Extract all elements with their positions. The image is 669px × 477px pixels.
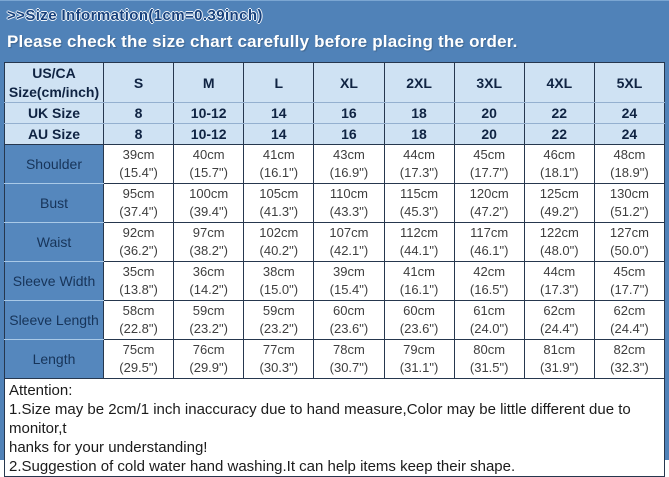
measure-value: 43cm (16.9") (313, 144, 385, 184)
measure-value: 117cm (46.1") (453, 222, 525, 262)
measure-value: 46cm (18.1") (523, 144, 595, 184)
au-size-value: 22 (523, 123, 595, 145)
measure-value: 100cm (39.4") (173, 183, 245, 223)
measure-value: 36cm (14.2") (173, 261, 245, 301)
measure-value: 60cm (23.6") (383, 300, 455, 340)
measure-value: 45cm (17.7") (593, 261, 666, 301)
banner-title: >>Size Information(1cm=0.39inch) (7, 7, 263, 24)
measure-value: 77cm (30.3") (243, 339, 315, 379)
measure-value: 125cm (49.2") (523, 183, 595, 223)
corner-header: US/CA Size(cm/inch) (4, 62, 104, 103)
measure-label: Bust (4, 183, 104, 223)
size-header-3xl: 3XL (453, 62, 525, 103)
measure-value: 82cm (32.3") (593, 339, 666, 379)
measure-label: Shoulder (4, 144, 104, 184)
measure-value: 78cm (30.7") (313, 339, 385, 379)
measure-value: 35cm (13.8") (102, 261, 175, 301)
measure-value: 44cm (17.3") (383, 144, 455, 184)
size-header-l: L (243, 62, 315, 103)
au-size-value: 14 (243, 123, 315, 145)
uk-size-label: UK Size (4, 102, 104, 124)
measure-value: 110cm (43.3") (313, 183, 385, 223)
measure-value: 59cm (23.2") (243, 300, 315, 340)
uk-size-row: UK Size 8 10-12 14 16 18 20 22 24 (4, 102, 666, 124)
measure-value: 60cm (23.6") (313, 300, 385, 340)
measure-value: 122cm (48.0") (523, 222, 595, 262)
measure-value: 62cm (24.4") (593, 300, 666, 340)
uk-size-value: 8 (102, 102, 175, 124)
measure-value: 39cm (15.4") (313, 261, 385, 301)
measure-value: 97cm (38.2") (173, 222, 245, 262)
measure-value: 59cm (23.2") (173, 300, 245, 340)
measure-value: 120cm (47.2") (453, 183, 525, 223)
size-header-s: S (102, 62, 175, 103)
measure-row-bust: Bust 95cm (37.4") 100cm (39.4") 105cm (4… (4, 183, 666, 223)
measure-value: 112cm (44.1") (383, 222, 455, 262)
uk-size-value: 10-12 (173, 102, 245, 124)
size-header-2xl: 2XL (383, 62, 455, 103)
size-header-4xl: 4XL (523, 62, 595, 103)
au-size-value: 18 (383, 123, 455, 145)
measure-value: 95cm (37.4") (102, 183, 175, 223)
uk-size-value: 22 (523, 102, 595, 124)
measure-row-shoulder: Shoulder 39cm (15.4") 40cm (15.7") 41cm … (4, 144, 666, 184)
measure-value: 80cm (31.5") (453, 339, 525, 379)
size-header-xl: XL (313, 62, 385, 103)
uk-size-value: 20 (453, 102, 525, 124)
measure-value: 58cm (22.8") (102, 300, 175, 340)
banner-subtitle: Please check the size chart carefully be… (7, 32, 518, 51)
au-size-row: AU Size 8 10-12 14 16 18 20 22 24 (4, 123, 666, 145)
attention-line-1: 1.Size may be 2cm/1 inch inaccuracy due … (9, 401, 631, 437)
au-size-value: 16 (313, 123, 385, 145)
uk-size-value: 24 (593, 102, 666, 124)
au-size-value: 10-12 (173, 123, 245, 145)
size-header-row: US/CA Size(cm/inch) S M L XL 2XL 3XL 4XL… (4, 62, 666, 103)
uk-size-value: 18 (383, 102, 455, 124)
measure-value: 107cm (42.1") (313, 222, 385, 262)
au-size-value: 20 (453, 123, 525, 145)
measure-value: 41cm (16.1") (243, 144, 315, 184)
measure-row-waist: Waist 92cm (36.2") 97cm (38.2") 102cm (4… (4, 222, 666, 262)
attention-box: Attention: 1.Size may be 2cm/1 inch inac… (4, 379, 665, 477)
measure-value: 75cm (29.5") (102, 339, 175, 379)
measure-value: 127cm (50.0") (593, 222, 666, 262)
au-size-value: 24 (593, 123, 666, 145)
uk-size-value: 14 (243, 102, 315, 124)
measure-value: 76cm (29.9") (173, 339, 245, 379)
measure-row-length: Length 75cm (29.5") 76cm (29.9") 77cm (3… (4, 339, 666, 379)
measure-value: 48cm (18.9") (593, 144, 666, 184)
measure-value: 102cm (40.2") (243, 222, 315, 262)
measure-value: 38cm (15.0") (243, 261, 315, 301)
au-size-value: 8 (102, 123, 175, 145)
measure-value: 61cm (24.0") (453, 300, 525, 340)
measure-label: Waist (4, 222, 104, 262)
measure-value: 92cm (36.2") (102, 222, 175, 262)
measure-row-sleeve-length: Sleeve Length 58cm (22.8") 59cm (23.2") … (4, 300, 666, 340)
measure-row-sleeve-width: Sleeve Width 35cm (13.8") 36cm (14.2") 3… (4, 261, 666, 301)
measure-value: 130cm (51.2") (593, 183, 666, 223)
au-size-label: AU Size (4, 123, 104, 145)
measure-label: Length (4, 339, 104, 379)
attention-heading: Attention: (9, 382, 73, 399)
measure-value: 115cm (45.3") (383, 183, 455, 223)
uk-size-value: 16 (313, 102, 385, 124)
measure-value: 45cm (17.7") (453, 144, 525, 184)
measure-value: 81cm (31.9") (523, 339, 595, 379)
attention-line-2: hanks for your understanding! (9, 439, 208, 456)
measure-value: 41cm (16.1") (383, 261, 455, 301)
measure-label: Sleeve Width (4, 261, 104, 301)
measure-value: 44cm (17.3") (523, 261, 595, 301)
measure-value: 105cm (41.3") (243, 183, 315, 223)
measure-label: Sleeve Length (4, 300, 104, 340)
measure-value: 79cm (31.1") (383, 339, 455, 379)
size-table: US/CA Size(cm/inch) S M L XL 2XL 3XL 4XL… (4, 62, 666, 379)
banner: >>Size Information(1cm=0.39inch) Please … (4, 1, 665, 62)
measure-value: 62cm (24.4") (523, 300, 595, 340)
measure-value: 39cm (15.4") (102, 144, 175, 184)
size-header-m: M (173, 62, 245, 103)
measure-value: 40cm (15.7") (173, 144, 245, 184)
measure-value: 42cm (16.5") (453, 261, 525, 301)
size-header-5xl: 5XL (593, 62, 666, 103)
